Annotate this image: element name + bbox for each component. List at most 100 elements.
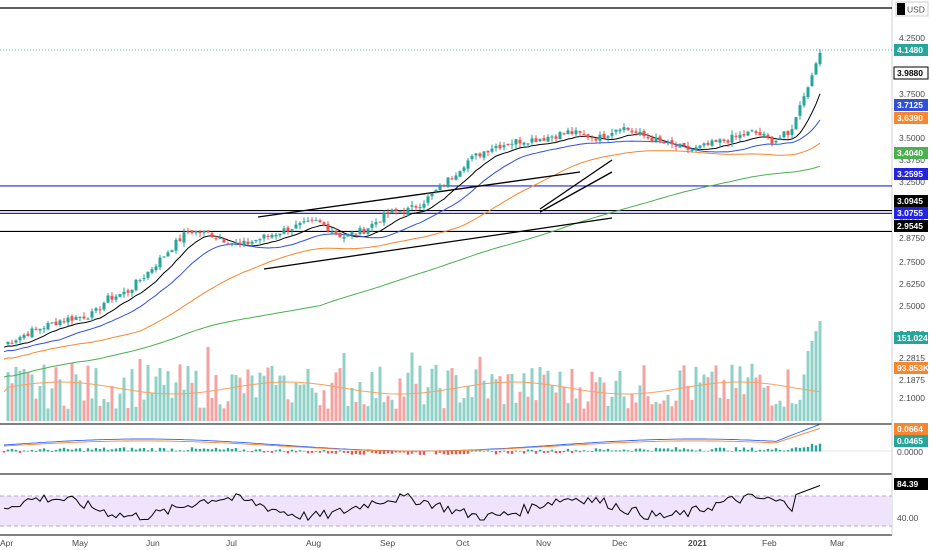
candle-body [38, 328, 42, 331]
macd-histogram-bar [398, 451, 402, 453]
macd-histogram-bar [630, 451, 634, 452]
volume-bar [270, 365, 274, 421]
candle-body [318, 220, 322, 223]
candle-body [670, 140, 674, 145]
macd-histogram-bar [150, 448, 154, 452]
candle-body [46, 322, 50, 330]
macd-histogram-bar [346, 451, 350, 453]
macd-histogram-bar [806, 446, 810, 452]
candle-body [198, 231, 202, 234]
macd-histogram-bar [126, 450, 130, 452]
price-badge-bg [894, 99, 928, 111]
macd-histogram-bar [58, 448, 62, 452]
macd-histogram-bar [614, 450, 618, 452]
macd-histogram-bar [570, 451, 574, 453]
price-badge: 3.7125 [897, 100, 923, 110]
volume-bar [94, 368, 98, 421]
macd-histogram-bar [610, 450, 614, 452]
volume-bar [394, 408, 398, 421]
price-tick-label: 3.7500 [899, 89, 925, 99]
candle-body [634, 131, 638, 133]
candle-body [314, 220, 318, 222]
candle-body [546, 137, 550, 142]
macd-histogram-bar [366, 450, 370, 452]
volume-bar [506, 374, 510, 421]
volume-bar [802, 374, 806, 421]
macd-histogram-bar [134, 449, 138, 452]
volume-bar [794, 404, 798, 421]
volume-bar [606, 405, 610, 421]
volume-bar [522, 373, 526, 421]
macd-histogram-bar [598, 449, 602, 452]
macd-histogram-bar [750, 447, 754, 452]
macd-histogram-bar [778, 450, 782, 452]
candle-body [506, 143, 510, 146]
time-axis-label: 2021 [688, 538, 707, 548]
macd-histogram-bar [686, 449, 690, 452]
macd-histogram-bar [634, 448, 638, 452]
candle-body [366, 228, 370, 234]
candle-body [210, 233, 214, 238]
volume-bar [598, 377, 602, 421]
volume-bar [262, 375, 266, 421]
volume-bar [242, 393, 246, 421]
candle-body [642, 130, 646, 137]
volume-bar [778, 400, 782, 421]
candle-body [350, 232, 354, 235]
volume-ma-badge: 93.853K [897, 363, 930, 373]
macd-histogram-bar [738, 449, 742, 452]
candle-body [186, 231, 190, 233]
candle-body [158, 257, 162, 268]
candle-body [34, 328, 38, 330]
price-tick-label: 3.3750 [899, 155, 925, 165]
rsi-badge: 84.39 [897, 479, 919, 489]
volume-bar [250, 375, 254, 421]
volume-bar [474, 369, 478, 421]
volume-bar [762, 387, 766, 421]
candle-body [758, 132, 762, 136]
volume-bar [310, 388, 314, 421]
candle-body [146, 271, 150, 278]
volume-bar [662, 400, 666, 421]
candle-body [178, 238, 182, 242]
volume-bar [466, 385, 470, 421]
candle-body [734, 135, 738, 137]
macd-histogram-bar [798, 447, 802, 452]
price-badge: 3.9880 [897, 68, 923, 78]
volume-bar [554, 392, 558, 421]
volume-bar [722, 379, 726, 421]
candle-body [782, 131, 786, 138]
candle-body [234, 242, 238, 244]
volume-bar [490, 374, 494, 421]
volume-bar [238, 377, 242, 421]
macd-histogram-bar [174, 450, 178, 452]
candle-body [558, 132, 562, 140]
macd-histogram-bar [578, 451, 582, 453]
price-tick-label: 3.5000 [899, 133, 925, 143]
macd-histogram-bar [714, 447, 718, 452]
volume-bar [234, 375, 238, 421]
candle-body [286, 227, 290, 232]
volume-bar [674, 400, 678, 421]
volume-bar [482, 380, 486, 421]
volume-bar [34, 398, 38, 421]
macd-histogram-bar [734, 447, 738, 452]
candle-body [718, 139, 722, 143]
volume-bar [718, 397, 722, 421]
macd-histogram-bar [646, 450, 650, 452]
volume-bar [30, 374, 34, 421]
macd-histogram-bar [682, 448, 686, 452]
volume-bar [258, 372, 262, 421]
volume-bar [322, 390, 326, 421]
candle-body [30, 328, 34, 338]
candle-body [10, 342, 14, 344]
rsi-line [3, 485, 821, 522]
volume-bar [530, 368, 534, 421]
candle-body [254, 240, 258, 242]
volume-bar [446, 370, 450, 421]
macd-histogram-bar [602, 450, 606, 452]
candle-body [202, 230, 206, 233]
macd-histogram-bar [702, 450, 706, 452]
macd-histogram-bar [250, 451, 254, 453]
